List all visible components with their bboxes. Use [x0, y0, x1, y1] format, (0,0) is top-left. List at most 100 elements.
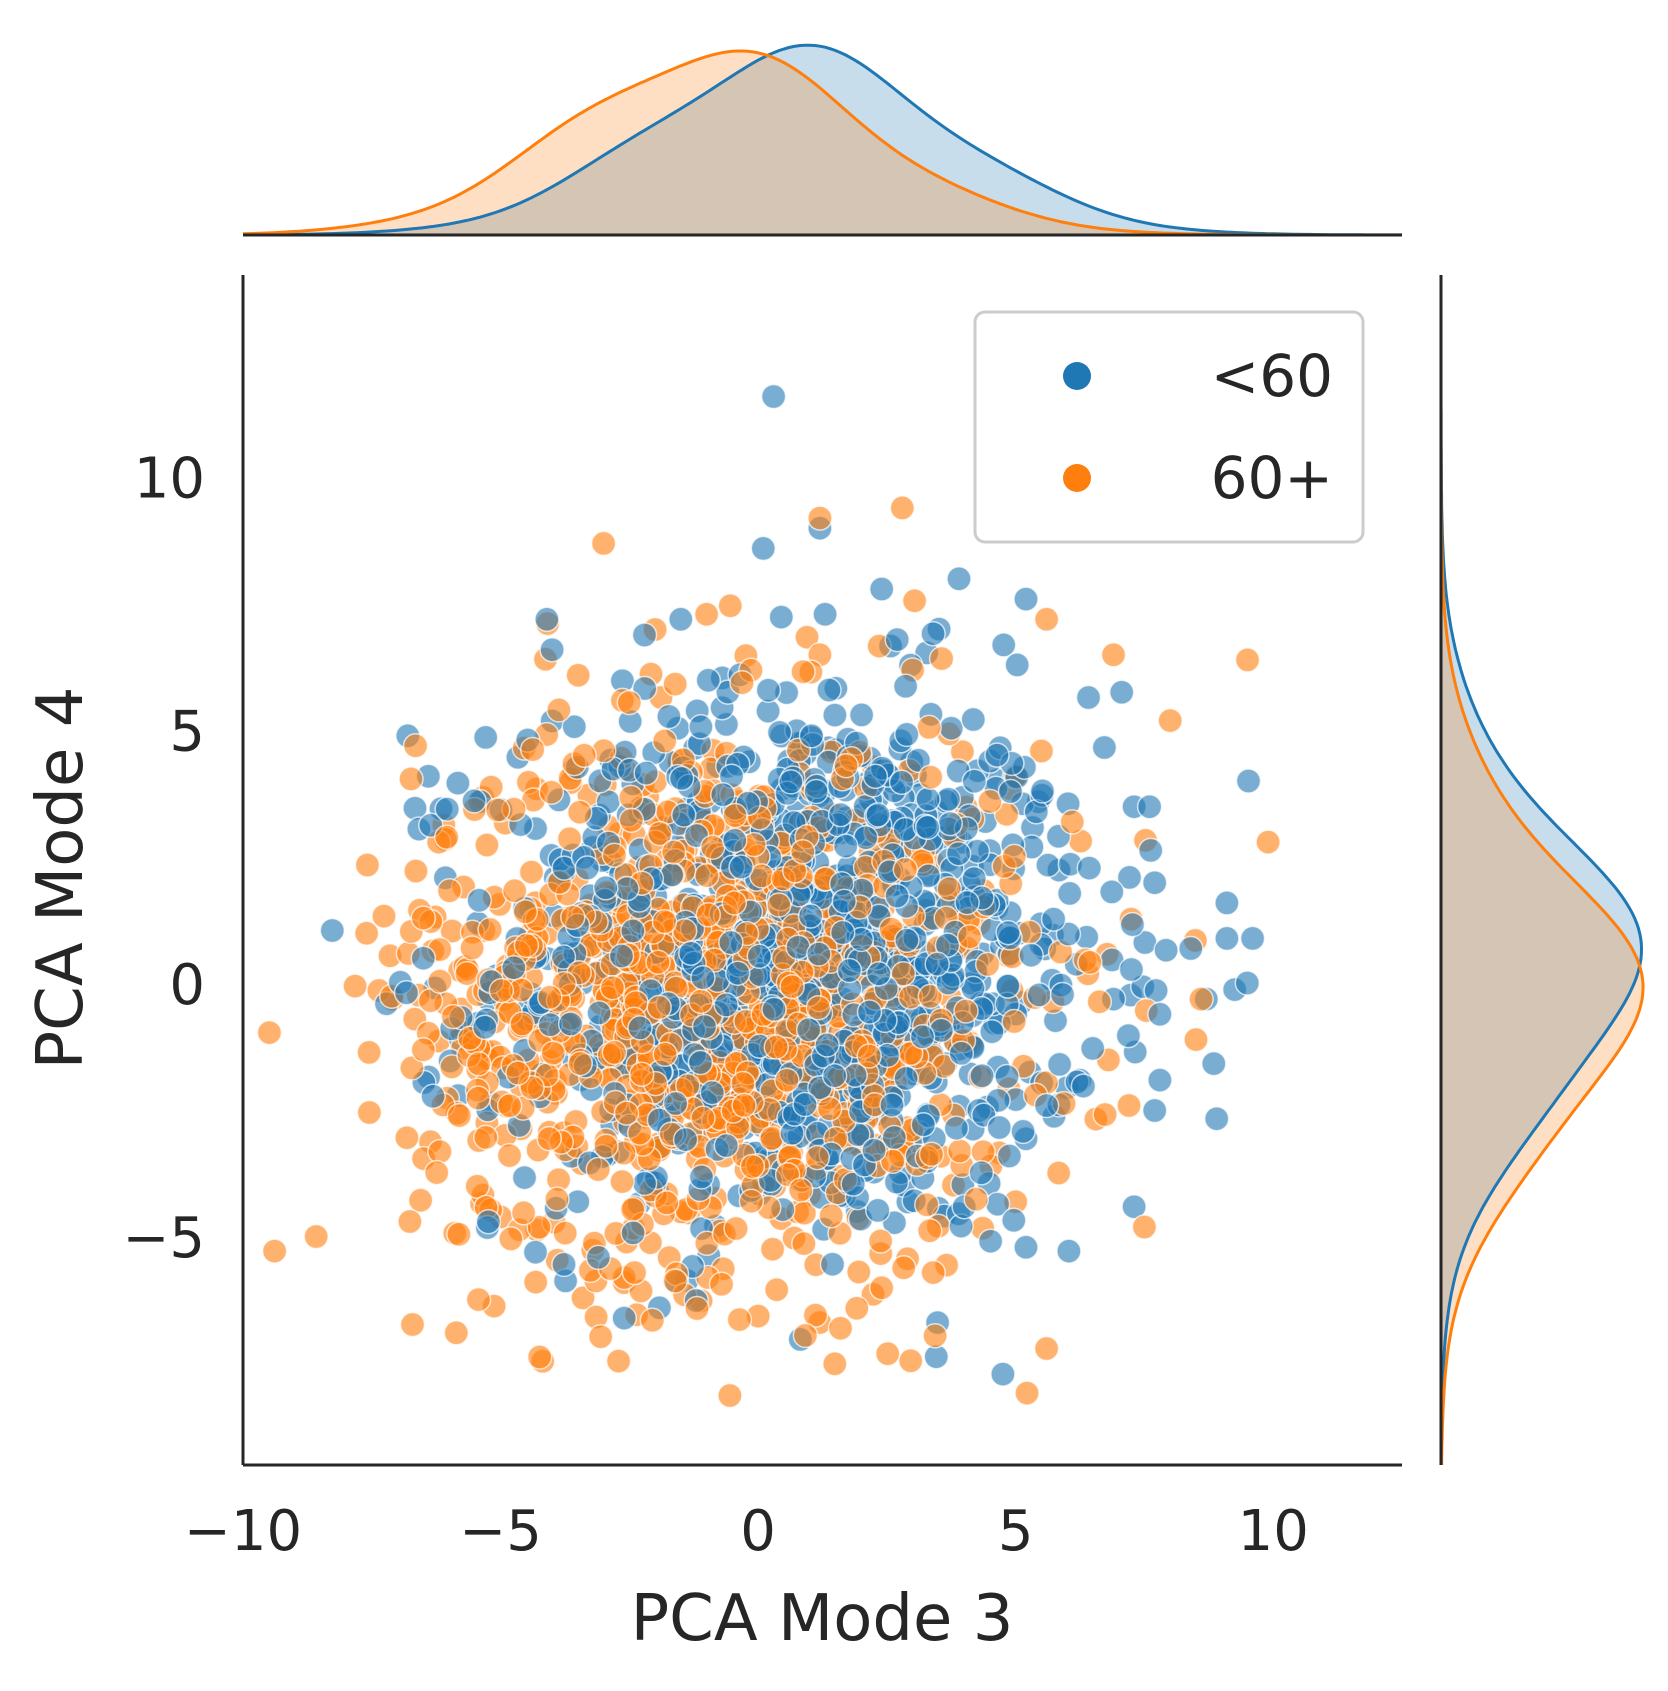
- data-point-60-plus: [571, 742, 597, 769]
- data-point-60-plus: [537, 984, 563, 1011]
- data-point-60-plus: [684, 1295, 710, 1322]
- data-point-under-60: [472, 724, 499, 751]
- data-point-60-plus: [356, 1099, 383, 1126]
- data-point-60-plus: [646, 994, 672, 1021]
- data-point-60-plus: [410, 1037, 437, 1063]
- y-axis-title: PCA Mode 4: [24, 687, 98, 1070]
- data-point-60-plus: [443, 1320, 470, 1346]
- data-point-60-plus: [739, 1153, 766, 1180]
- data-point-60-plus: [807, 505, 833, 531]
- data-point-under-60: [608, 943, 635, 969]
- data-point-60-plus: [822, 1351, 848, 1377]
- data-point-60-plus: [459, 935, 485, 961]
- data-point-60-plus: [427, 1138, 453, 1165]
- data-point-under-60: [1115, 1022, 1142, 1049]
- data-point-under-60: [631, 622, 658, 648]
- data-point-under-60: [690, 964, 716, 991]
- data-point-under-60: [1137, 837, 1164, 864]
- data-point-60-plus: [892, 856, 919, 883]
- data-point-60-plus: [963, 1186, 989, 1212]
- data-point-60-plus: [256, 1019, 283, 1046]
- legend-marker-under-60: [1063, 362, 1091, 390]
- data-point-60-plus: [585, 1156, 611, 1183]
- data-point-60-plus: [794, 624, 820, 650]
- data-point-under-60: [522, 1239, 549, 1265]
- data-point-60-plus: [779, 973, 805, 1000]
- data-point-60-plus: [1059, 809, 1086, 835]
- data-point-60-plus: [446, 1221, 472, 1248]
- data-point-60-plus: [856, 1043, 882, 1069]
- data-point-under-60: [914, 814, 941, 841]
- data-point-under-60: [445, 770, 471, 796]
- data-point-under-60: [821, 1062, 848, 1089]
- data-point-under-60: [1239, 925, 1266, 952]
- data-point-under-60: [792, 1091, 818, 1118]
- data-point-under-60: [1079, 1035, 1106, 1062]
- data-point-under-60: [1070, 1073, 1097, 1099]
- data-point-under-60: [954, 889, 980, 916]
- data-point-60-plus: [518, 859, 545, 885]
- data-point-under-60: [969, 1063, 995, 1089]
- data-point-60-plus: [805, 994, 832, 1021]
- data-point-60-plus: [897, 1348, 924, 1374]
- data-point-60-plus: [914, 1192, 940, 1218]
- data-point-under-60: [1119, 911, 1146, 938]
- data-point-under-60: [1099, 879, 1125, 905]
- data-point-under-60: [461, 788, 487, 814]
- data-point-60-plus: [1116, 1092, 1142, 1119]
- data-point-60-plus: [722, 802, 748, 829]
- data-point-60-plus: [844, 1295, 870, 1322]
- data-point-under-60: [557, 1011, 584, 1037]
- data-point-60-plus: [974, 951, 1001, 978]
- data-point-under-60: [797, 903, 824, 929]
- data-point-60-plus: [694, 862, 720, 889]
- data-point-under-60: [840, 1171, 866, 1197]
- data-point-under-60: [620, 1220, 646, 1246]
- data-point-under-60: [539, 636, 565, 663]
- data-point-60-plus: [399, 1311, 426, 1338]
- data-point-60-plus: [616, 689, 643, 716]
- data-point-under-60: [865, 1197, 891, 1224]
- data-point-60-plus: [477, 916, 503, 943]
- data-point-under-60: [806, 941, 832, 967]
- data-point-under-60: [410, 945, 437, 971]
- data-point-under-60: [1203, 1105, 1230, 1132]
- data-point-under-60: [948, 1040, 975, 1067]
- data-point-under-60: [865, 802, 891, 828]
- data-point-60-plus: [436, 878, 463, 904]
- data-point-60-plus: [874, 1340, 901, 1367]
- data-point-60-plus: [792, 1322, 819, 1349]
- data-point-60-plus: [1234, 647, 1261, 673]
- data-point-60-plus: [618, 807, 645, 833]
- data-point-under-60: [848, 702, 875, 728]
- data-point-60-plus: [717, 593, 744, 619]
- data-point-under-60: [892, 673, 919, 700]
- data-point-under-60: [1049, 981, 1076, 1008]
- data-point-60-plus: [1188, 986, 1214, 1012]
- data-point-under-60: [1118, 956, 1145, 983]
- y-tick-label: 0: [169, 953, 205, 1018]
- data-point-under-60: [1018, 942, 1044, 968]
- data-point-under-60: [420, 1083, 446, 1110]
- data-point-under-60: [816, 677, 842, 703]
- x-tick-label: −10: [184, 1499, 302, 1564]
- data-point-60-plus: [605, 1348, 632, 1374]
- data-point-60-plus: [1183, 1026, 1209, 1053]
- data-point-under-60: [319, 917, 346, 944]
- data-point-60-plus: [879, 1148, 906, 1175]
- top-kde-line: [243, 43, 1402, 237]
- data-point-under-60: [1214, 890, 1240, 916]
- data-point-under-60: [699, 1079, 726, 1106]
- data-point-60-plus: [916, 1218, 943, 1244]
- data-point-60-plus: [1092, 1101, 1118, 1128]
- data-point-60-plus: [1086, 989, 1113, 1015]
- data-point-60-plus: [763, 1034, 790, 1060]
- data-point-under-60: [1075, 684, 1102, 711]
- data-point-60-plus: [354, 852, 381, 878]
- data-point-under-60: [1056, 880, 1083, 907]
- data-point-60-plus: [498, 1226, 524, 1252]
- data-point-under-60: [1010, 1118, 1036, 1145]
- data-point-60-plus: [802, 1302, 829, 1328]
- data-point-60-plus: [920, 1259, 946, 1286]
- data-point-60-plus: [928, 645, 955, 672]
